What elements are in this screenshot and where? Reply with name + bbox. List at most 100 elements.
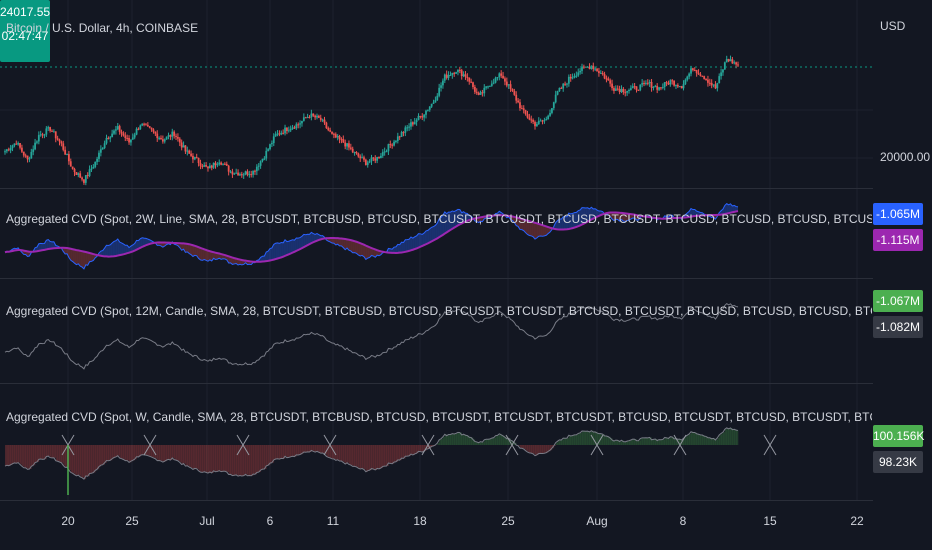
candle-body [490,83,493,86]
cvd-pane-1-label[interactable]: Aggregated CVD (Spot, 2W, Line, SMA, 28,… [6,212,872,226]
cvd-1-fill [48,239,51,250]
cvd-1-fill [63,247,66,254]
candle-body [150,127,153,130]
cvd-3-shade [285,445,288,457]
candle-body [317,115,320,118]
cvd-3-shade [580,432,583,445]
candle-body [607,78,610,81]
cvd-1-fill [405,239,408,252]
candle-body [331,131,333,134]
cvd-3-shade [510,440,513,445]
cvd-1-fill [621,212,624,222]
cvd-1-fill [226,255,229,263]
cvd-3-shade [153,445,156,458]
candle-body [75,172,78,175]
cvd-3-shade [424,445,427,451]
candle-body [473,86,476,92]
candle-body [361,157,364,159]
candle-body [364,159,367,165]
cvd-3-shade [692,432,696,445]
cvd-3-ma-tag: 98.23K [873,451,923,473]
cvd-1-fill [70,248,73,262]
cvd-3-shade [251,445,254,476]
cvd-3-shade [457,432,461,445]
candle-body [30,151,33,159]
cvd-3-shade [441,438,444,445]
candle-body [255,166,258,172]
candle-body [646,82,649,84]
candle-body [695,70,698,74]
candle-body [421,116,424,118]
candle-body [137,128,140,130]
cvd-3-shade [217,445,220,472]
cvd-1-fill [206,249,208,262]
cvd-3-shade [18,445,21,463]
candle-body [594,68,597,70]
cvd-3-shade [659,439,662,445]
candle-body [175,135,177,137]
pane-separator[interactable] [0,188,873,189]
pane-separator[interactable] [0,278,873,279]
cvd-3-shade [74,445,77,475]
candle-body [492,82,495,84]
cvd-3-shade [380,445,384,468]
cvd-1-fill [192,245,195,257]
candle-body [520,108,523,110]
symbol-title[interactable]: Bitcoin / U.S. Dollar, 4h, COINBASE [6,21,199,35]
pane-separator[interactable] [0,383,873,384]
cvd-1-fill [316,233,319,241]
candle-body [676,84,679,87]
candle-body [92,166,95,169]
candle-body [635,86,638,90]
cvd-3-shade [260,445,263,471]
candle-body [395,140,397,142]
cvd-1-fill [540,224,543,237]
cvd-3-shade [533,445,536,454]
cvd-3-shade [416,445,419,454]
cvd-3-shade [548,445,551,452]
cvd-3-shade [134,445,137,460]
cvd-1-fill [215,252,218,260]
time-tick-label: 15 [763,514,777,528]
cvd-3-shade [328,445,331,458]
candle-body [443,74,446,81]
cvd-3-shade [151,445,154,458]
candle-body [227,165,230,172]
cvd-3-shade [72,445,75,474]
candle-body [690,68,692,74]
cvd-3-shade [587,431,590,445]
cvd-3-shade [384,445,387,467]
cvd-3-shade [544,445,547,454]
candle-body [530,119,533,121]
cvd-1-fill [463,211,466,223]
candle-body [601,72,604,75]
cvd-3-shade [559,439,562,445]
candle-body [355,152,358,154]
cvd-1-fill [82,251,84,269]
candle-body [193,157,196,160]
cvd-1-fill [65,247,68,254]
cvd-3-shade [249,445,252,476]
cvd-pane-3-label[interactable]: Aggregated CVD (Spot, W, Candle, SMA, 28… [6,410,872,424]
candle-body [359,156,362,159]
candle-body [207,166,209,169]
candle-body [509,84,512,89]
cvd-3-shade [730,428,733,445]
cvd-pane-2-label[interactable]: Aggregated CVD (Spot, 12M, Candle, SMA, … [6,304,872,318]
cvd-3-shade [474,441,478,445]
price-scale-unit[interactable]: USD [880,19,906,33]
candle-body [276,133,279,135]
cvd-3-shade [243,445,246,476]
candle-body [310,113,313,118]
cvd-3-shade [698,434,701,445]
candle-body [541,120,544,122]
candle-body [535,124,538,127]
cvd-3-shade [454,434,457,445]
candle-body [735,62,738,65]
cvd-3-shade [256,445,260,473]
cvd-3-shade [50,445,53,458]
cvd-3-shade [373,445,376,470]
cvd-1-fill [40,243,43,251]
